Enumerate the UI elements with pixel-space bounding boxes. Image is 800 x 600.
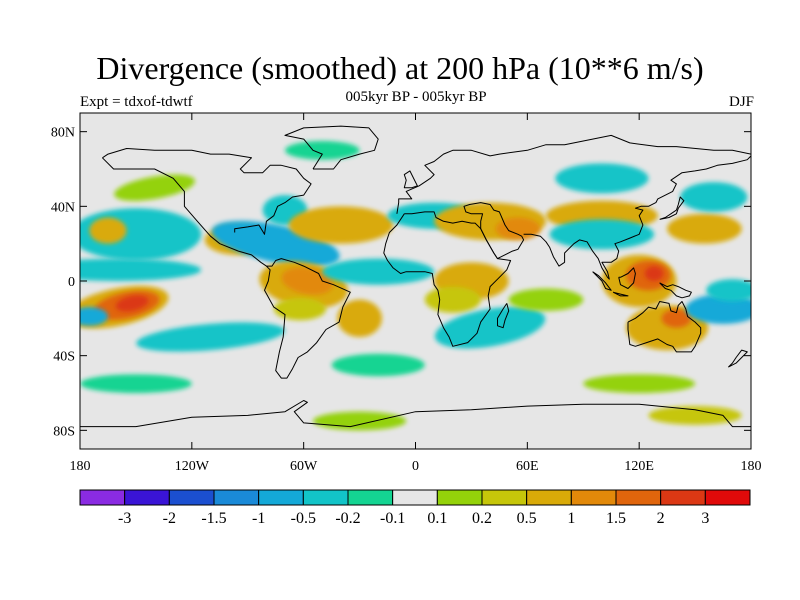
field-blob [583,374,696,393]
coastline [284,125,379,170]
colorbar-swatch [526,489,572,506]
coastline [80,400,751,428]
field-blob [680,182,748,212]
field-blob [281,267,334,295]
y-tick-label: 80N [51,126,75,141]
x-tick-label: 0 [412,459,419,474]
field-blob [89,217,127,244]
colorbar-label: -0.2 [335,510,360,527]
x-tick-label: 180 [741,459,762,474]
field-blob [136,322,285,352]
y-tick-label: 80S [53,424,75,439]
colorbar-swatch [124,489,170,506]
field-blob [648,406,742,425]
colorbar-label: 3 [701,510,709,527]
field-blob [549,219,655,250]
y-tick-label: 0 [68,275,75,290]
coastline [523,155,751,280]
coastline [497,303,510,329]
colorbar-swatch [79,489,126,506]
field-blob [661,309,692,328]
x-tick-label: 60W [290,459,318,474]
colorbar-label: -0.1 [380,510,405,527]
colorbar-swatch [347,489,394,506]
field-blob [667,213,742,244]
coastline [102,157,351,379]
colorbar-swatch [436,489,483,506]
period-subtitle: 005kyr BP - 005kyr BP [345,89,487,105]
coastline [383,211,512,347]
field-blob [322,258,435,285]
coastline [102,148,312,235]
field-blob [434,306,546,349]
field-blob [312,411,407,431]
field-blob [80,307,108,326]
field-blob [80,258,202,281]
colorbar-label: -1.5 [201,510,226,527]
colorbar-label: -3 [118,510,131,527]
colorbar-swatch [660,489,706,506]
colorbar-label: 1.5 [606,510,626,527]
colorbar-label: 2 [657,510,665,527]
colorbar-swatch [615,489,662,506]
coastline [659,196,685,220]
coastline [728,349,748,368]
season-subtitle: DJF [728,94,754,110]
field-blob [685,294,751,324]
colorbar-label: -2 [163,510,176,527]
field-blob [114,174,195,201]
field-blob [115,295,149,312]
colorbar-swatch [481,489,528,506]
colorbar-label: 0.2 [472,510,492,527]
field-blob [555,163,649,194]
field-blob [495,217,541,240]
colorbar-swatch [168,489,215,506]
coastline [403,170,418,189]
x-tick-label: 120E [624,459,654,474]
colorbar-label: 0.5 [517,510,537,527]
colorbar: -3 -2 -1.5 -1 -0.5 -0.2 -0.1 0.1 0.2 0.5 1 1.5 2 3 [79,489,751,527]
field-blob [273,297,327,321]
plot-title: Divergence (smoothed) at 200 hPa (10**6 … [96,50,704,86]
coastline [396,134,751,214]
x-tick-label: 60E [516,459,539,474]
field-blob [424,286,481,313]
colorbar-swatch [570,489,617,506]
coastline [627,301,702,353]
field-blob [285,141,360,160]
coastlines [80,125,751,428]
axis-ticks: 180 120W 60W 0 60E 120E 180 80N 40N 0 40S 80S [51,113,762,474]
colorbar-swatch [302,489,349,506]
experiment-subtitle: Expt = tdxof-tdwtf [80,94,193,110]
colorbar-label: -1 [252,510,265,527]
coastline [659,282,692,299]
colorbar-swatch [704,489,751,506]
colorbar-label: 1 [567,510,575,527]
coastline [618,267,636,289]
x-tick-label: 180 [70,459,91,474]
y-tick-label: 40N [51,200,75,215]
colorbar-swatch [258,489,304,506]
field-blob [337,299,382,338]
coastline [612,291,629,297]
field-blob [288,206,394,244]
colorbar-swatch [392,489,438,506]
coastline [463,202,525,260]
x-tick-label: 120W [175,459,210,474]
field-blob [331,353,425,377]
field-blob [508,288,584,311]
colorbar-label: -0.5 [291,510,316,527]
coastline [592,271,612,291]
colorbar-swatch [213,489,260,506]
field-blob [644,266,664,281]
field-blob [706,279,751,302]
field-blob [80,374,192,393]
divergence-field [80,141,751,431]
colorbar-label: 0.1 [427,510,447,527]
field-blob [211,220,340,267]
y-tick-label: 40S [53,350,75,365]
